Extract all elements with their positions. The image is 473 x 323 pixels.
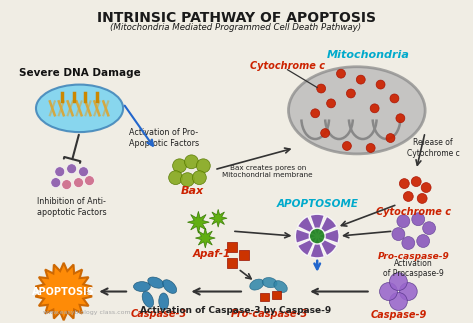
Text: Activation of Caspase-3 by Caspase-9: Activation of Caspase-3 by Caspase-9 [140,306,332,315]
Text: Caspase-9: Caspase-9 [370,310,427,320]
Circle shape [366,143,375,152]
Text: Inhibition of Anti-
apoptotic Factors: Inhibition of Anti- apoptotic Factors [37,197,106,217]
Ellipse shape [159,293,169,310]
Ellipse shape [274,281,287,292]
Circle shape [196,159,210,173]
Circle shape [67,164,77,174]
Circle shape [417,234,429,247]
Circle shape [311,109,320,118]
Circle shape [380,283,397,300]
Circle shape [336,69,345,78]
Text: APOPTOSOME: APOPTOSOME [276,199,358,209]
Text: Caspase-3: Caspase-3 [131,309,187,319]
Circle shape [370,104,379,113]
Bar [227,242,237,252]
Circle shape [390,94,399,103]
Text: Apaf-1: Apaf-1 [193,249,231,259]
Wedge shape [296,229,317,243]
Text: www.easybiology class.com: www.easybiology class.com [43,310,130,315]
Circle shape [327,99,335,108]
Circle shape [412,213,425,226]
Ellipse shape [263,277,277,288]
Polygon shape [35,263,92,320]
Text: Bax creates pores on
Mitochondrial membrane: Bax creates pores on Mitochondrial membr… [222,165,313,178]
Text: Cytochrome c: Cytochrome c [250,61,325,71]
Wedge shape [298,216,317,236]
Circle shape [356,75,365,84]
Ellipse shape [289,67,425,154]
Text: Severe DNA Damage: Severe DNA Damage [18,68,140,78]
Circle shape [392,228,405,241]
Ellipse shape [250,279,264,290]
Text: Mitochondria: Mitochondria [327,50,410,60]
Text: (Mitochondria Mediated Programmed Cell Death Pathway): (Mitochondria Mediated Programmed Cell D… [110,23,361,32]
Circle shape [61,180,71,190]
Circle shape [399,179,409,189]
Circle shape [79,167,88,177]
Circle shape [421,182,431,193]
Ellipse shape [36,85,123,132]
Text: Release of
Cytochrome c: Release of Cytochrome c [407,138,459,158]
Polygon shape [209,209,227,227]
Circle shape [51,178,61,188]
Circle shape [397,215,410,228]
Polygon shape [187,211,209,233]
Polygon shape [195,228,215,248]
Circle shape [74,178,84,188]
Wedge shape [317,236,337,255]
Circle shape [402,236,415,249]
Text: INTRINSIC PATHWAY OF APOPTOSIS: INTRINSIC PATHWAY OF APOPTOSIS [96,11,376,25]
Bar [272,290,280,299]
Circle shape [389,293,407,310]
Ellipse shape [142,291,154,307]
Circle shape [386,134,395,142]
Bar [260,293,269,301]
Circle shape [85,176,95,186]
Circle shape [376,80,385,89]
Wedge shape [298,236,317,255]
Text: Activation
of Procaspase-9: Activation of Procaspase-9 [383,259,444,278]
Circle shape [417,193,427,203]
Circle shape [396,114,405,123]
Ellipse shape [148,277,164,288]
Circle shape [346,89,355,98]
Circle shape [184,155,198,169]
Circle shape [55,167,65,177]
Ellipse shape [133,282,150,292]
Circle shape [169,171,183,184]
Circle shape [399,283,417,300]
Ellipse shape [163,280,176,293]
Wedge shape [317,229,339,243]
Circle shape [309,228,325,244]
Circle shape [173,159,186,173]
Circle shape [403,192,413,202]
Text: Pro-caspase-9: Pro-caspase-9 [377,252,449,261]
Circle shape [321,129,330,138]
Text: Activation of Pro-
Apoptotic Factors: Activation of Pro- Apoptotic Factors [129,128,199,148]
Bar [239,250,249,260]
Circle shape [342,141,351,151]
Text: APOPTOSIS: APOPTOSIS [32,287,95,297]
Circle shape [193,171,206,184]
Wedge shape [310,236,324,258]
Text: Bax: Bax [181,185,204,195]
Text: Pro-caspase-3: Pro-caspase-3 [231,309,308,319]
Bar [227,258,237,268]
Wedge shape [317,216,337,236]
Circle shape [423,222,436,234]
Circle shape [389,273,407,290]
Circle shape [412,177,421,187]
Circle shape [317,84,325,93]
Text: Cytochrome c: Cytochrome c [376,207,451,217]
Wedge shape [310,214,324,236]
Circle shape [181,173,194,187]
